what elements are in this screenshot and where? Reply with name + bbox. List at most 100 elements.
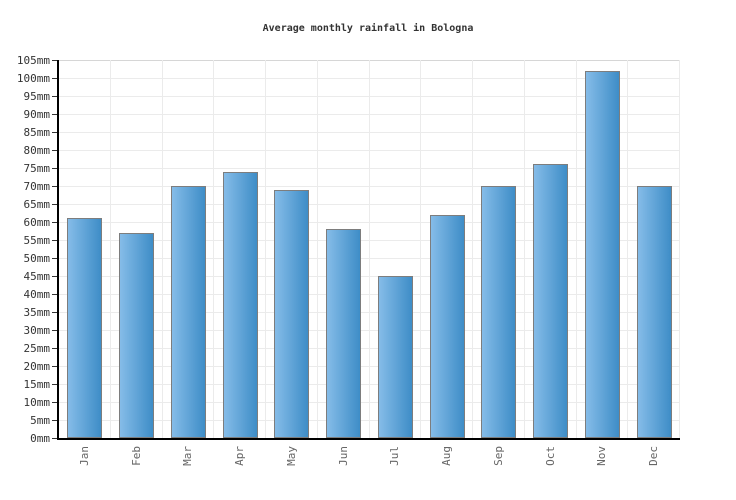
gridline-v-11 (627, 60, 629, 438)
y-tick-label-75: 75mm (23, 161, 51, 175)
x-tick-label-jul: Jul (388, 446, 402, 466)
y-tick-label-45: 45mm (23, 269, 51, 283)
gridline-v-5 (316, 60, 318, 438)
gridline-h-5 (59, 419, 680, 421)
gridline-h-85 (59, 131, 680, 133)
bar-jul (377, 276, 413, 438)
gridline-v-10 (575, 60, 577, 438)
y-tick-label-55: 55mm (23, 233, 51, 247)
y-tick-label-90: 90mm (23, 107, 51, 121)
y-tick-label-15: 15mm (23, 377, 51, 391)
y-axis-line (57, 60, 59, 440)
bar-nov (584, 71, 620, 438)
x-tick-label-dec: Dec (647, 446, 661, 466)
bar-aug (429, 215, 465, 438)
gridline-h-25 (59, 347, 680, 349)
x-tick-label-jun: Jun (336, 446, 350, 466)
gridline-v-6 (368, 60, 370, 438)
gridline-v-3 (213, 60, 215, 438)
y-tick-label-25: 25mm (23, 341, 51, 355)
x-tick-label-oct: Oct (543, 446, 557, 466)
y-tick-75 (52, 168, 57, 169)
y-tick-80 (52, 150, 57, 151)
x-axis-line (57, 438, 680, 440)
y-tick-40 (52, 294, 57, 295)
x-tick-label-aug: Aug (440, 446, 454, 466)
x-tick-label-jan: Jan (77, 446, 91, 466)
gridline-v-8 (472, 60, 473, 438)
y-tick-label-65: 65mm (23, 197, 51, 211)
bar-may (274, 190, 310, 438)
y-tick-label-30: 30mm (23, 323, 51, 337)
y-tick-95 (52, 96, 57, 97)
y-tick-label-5: 5mm (30, 413, 50, 427)
bar-jun (326, 229, 362, 438)
bar-dec (636, 186, 672, 438)
x-tick-label-feb: Feb (129, 446, 143, 466)
y-tick-105 (52, 60, 57, 61)
gridline-v-2 (161, 60, 163, 438)
y-tick-50 (52, 258, 57, 259)
gridline-v-7 (420, 60, 422, 438)
y-tick-label-80: 80mm (23, 143, 51, 157)
plot-area (57, 60, 680, 440)
y-tick-15 (52, 384, 57, 385)
y-tick-label-35: 35mm (23, 305, 51, 319)
y-tick-label-70: 70mm (23, 179, 51, 193)
gridline-h-70 (59, 185, 680, 187)
y-tick-10 (52, 402, 57, 403)
y-tick-90 (52, 114, 57, 115)
gridline-h-40 (59, 293, 680, 295)
y-tick-55 (52, 240, 57, 241)
y-tick-label-95: 95mm (23, 89, 51, 103)
gridline-h-45 (59, 275, 680, 277)
gridline-h-35 (59, 311, 680, 313)
gridline-h-15 (59, 383, 680, 385)
chart-title: Average monthly rainfall in Bologna (262, 23, 474, 34)
y-tick-70 (52, 186, 57, 187)
y-tick-label-60: 60mm (23, 215, 51, 229)
y-tick-85 (52, 132, 57, 133)
gridline-v-4 (265, 60, 266, 438)
y-tick-30 (52, 330, 57, 331)
y-tick-0 (52, 438, 57, 439)
y-tick-label-105: 105mm (16, 53, 50, 67)
gridline-h-30 (59, 329, 680, 331)
bar-mar (170, 186, 206, 438)
x-tick-label-sep: Sep (491, 446, 505, 466)
gridline-h-90 (59, 113, 680, 115)
gridline-v-9 (523, 60, 525, 438)
bar-feb (119, 233, 155, 438)
bar-apr (222, 172, 258, 438)
bar-sep (481, 186, 517, 438)
y-tick-label-100: 100mm (16, 71, 50, 85)
gridline-h-10 (59, 401, 680, 403)
gridline-h-95 (59, 95, 680, 97)
gridline-h-20 (59, 365, 680, 367)
y-tick-label-0: 0mm (30, 431, 50, 445)
x-tick-label-may: May (284, 446, 298, 466)
y-tick-25 (52, 348, 57, 349)
bar-jan (67, 218, 103, 438)
y-tick-label-40: 40mm (23, 287, 51, 301)
gridline-v-12 (679, 60, 680, 438)
gridline-v-1 (109, 60, 111, 438)
y-tick-label-85: 85mm (23, 125, 51, 139)
gridline-h-80 (59, 149, 680, 151)
x-tick-label-apr: Apr (233, 446, 247, 466)
y-tick-label-20: 20mm (23, 359, 51, 373)
gridline-h-60 (59, 221, 680, 223)
gridline-h-55 (59, 239, 680, 241)
gridline-h-65 (59, 203, 680, 205)
gridline-h-75 (59, 167, 680, 169)
gridline-h-50 (59, 257, 680, 259)
x-tick-label-nov: Nov (595, 446, 609, 466)
y-tick-20 (52, 366, 57, 367)
y-tick-100 (52, 78, 57, 79)
y-tick-65 (52, 204, 57, 205)
y-tick-35 (52, 312, 57, 313)
y-tick-45 (52, 276, 57, 277)
gridline-h-105 (59, 60, 680, 61)
y-tick-5 (52, 420, 57, 421)
